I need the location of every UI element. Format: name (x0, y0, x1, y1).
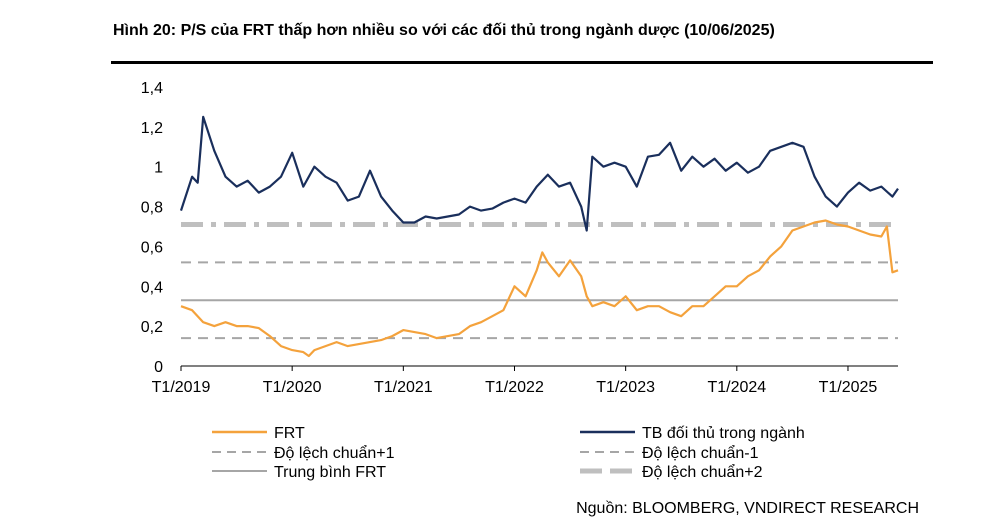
y-tick-label: 0,2 (141, 319, 163, 336)
chart-title: Hình 20: P/S của FRT thấp hơn nhiều so v… (113, 22, 775, 39)
title-rule (111, 61, 933, 64)
y-tick-label: 1 (154, 160, 163, 177)
axes: 0 0,2 0,4 0,6 0,8 1 1,2 1,4 T1/2019 T1/2020 T1/202… (141, 80, 898, 396)
series-lines (179, 115, 899, 358)
legend-label: Độ lệch chuẩn+2 (642, 463, 763, 481)
y-tick-label: 1,4 (141, 80, 163, 97)
y-tick-label: 1,2 (141, 120, 163, 137)
x-tick-label: T1/2024 (707, 379, 766, 396)
x-tick-label: T1/2019 (152, 379, 211, 396)
x-tick-label: T1/2025 (819, 379, 878, 396)
y-tick-label: 0,4 (141, 279, 163, 296)
legend-item: Độ lệch chuẩn-1 (580, 444, 759, 462)
source-note: Nguồn: BLOOMBERG, VNDIRECT RESEARCH (576, 500, 919, 517)
legend-item: Trung bình FRT (212, 464, 386, 481)
reference-lines (181, 222, 898, 340)
legend-label: Độ lệch chuẩn-1 (642, 444, 759, 462)
x-tick-label: T1/2022 (485, 379, 544, 396)
peer-average-line (179, 115, 899, 232)
legend-item: Độ lệch chuẩn+2 (580, 463, 763, 481)
legend-label: FRT (274, 425, 305, 442)
legend-label: Độ lệch chuẩn+1 (274, 444, 395, 462)
x-tick-label: T1/2023 (596, 379, 655, 396)
x-tick-label: T1/2021 (374, 379, 433, 396)
y-tick-label: 0,6 (141, 239, 163, 256)
legend-item: FRT (212, 425, 305, 442)
legend: FRT TB đối thủ trong ngành Độ lệch chuẩn+1… (212, 425, 805, 481)
y-tick-label: 0 (154, 359, 163, 376)
y-tick-label: 0,8 (141, 200, 163, 217)
legend-item: Độ lệch chuẩn+1 (212, 444, 395, 462)
legend-label: TB đối thủ trong ngành (642, 425, 805, 442)
legend-label: Trung bình FRT (274, 464, 386, 481)
legend-item: TB đối thủ trong ngành (580, 425, 805, 442)
frt-line (180, 219, 899, 358)
x-tick-label: T1/2020 (263, 379, 322, 396)
